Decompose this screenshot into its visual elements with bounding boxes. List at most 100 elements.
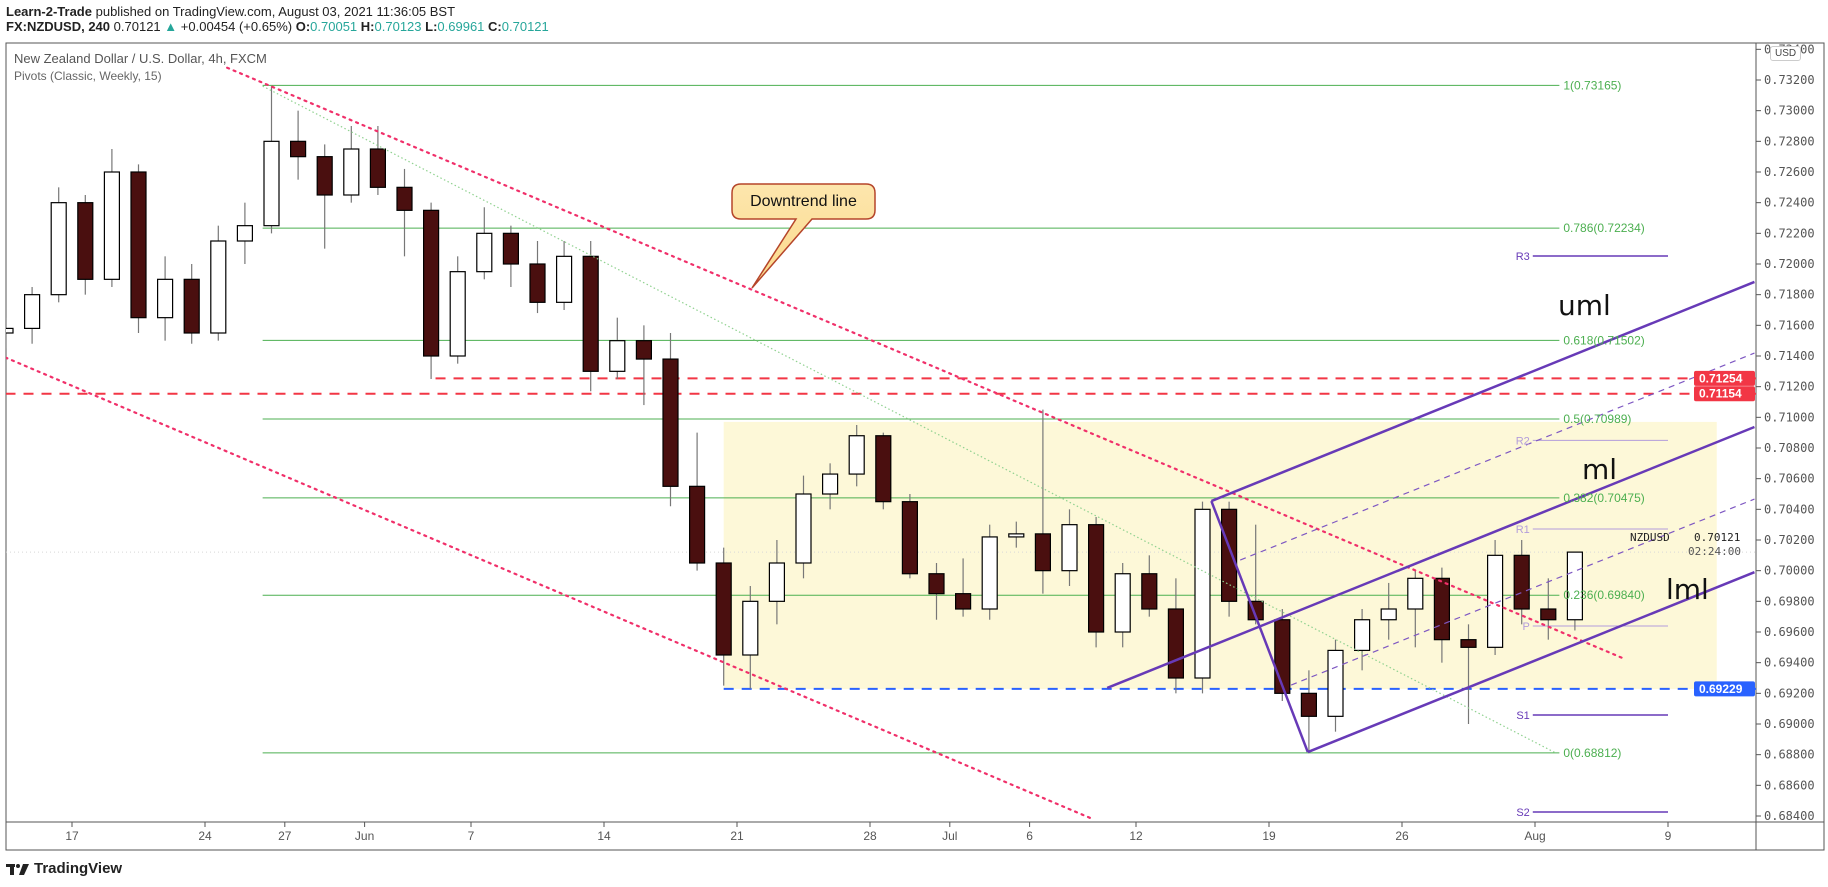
candle[interactable] bbox=[1141, 555, 1158, 617]
candle[interactable] bbox=[715, 547, 732, 686]
candle[interactable] bbox=[1220, 501, 1238, 617]
lml-label[interactable]: lml bbox=[1666, 573, 1709, 606]
candle-body bbox=[369, 148, 386, 188]
candle[interactable] bbox=[502, 225, 519, 287]
candle[interactable] bbox=[50, 187, 67, 303]
candle[interactable] bbox=[1114, 562, 1131, 648]
candle[interactable] bbox=[1407, 570, 1424, 648]
candle[interactable] bbox=[1540, 578, 1557, 640]
candle[interactable] bbox=[901, 493, 919, 579]
candle[interactable] bbox=[449, 256, 466, 364]
symbol-info-bar: FX:NZDUSD, 240 0.70121 ▲ +0.00454 (+0.65… bbox=[6, 19, 549, 34]
price-tick-label: 0.70400 bbox=[1764, 502, 1815, 516]
candle[interactable] bbox=[476, 207, 493, 280]
price-tick-label: 0.68600 bbox=[1764, 778, 1815, 792]
currency-badge[interactable]: USD bbox=[1770, 46, 1802, 61]
candle[interactable] bbox=[236, 202, 253, 264]
callout-text[interactable]: Downtrend line bbox=[750, 193, 857, 210]
candle[interactable] bbox=[848, 424, 865, 487]
time-tick-label: 12 bbox=[1129, 829, 1143, 843]
callout-bubble[interactable] bbox=[731, 183, 876, 289]
candle[interactable] bbox=[609, 317, 626, 379]
lml-line[interactable] bbox=[1307, 571, 1755, 754]
time-tick-label: 9 bbox=[1665, 829, 1672, 843]
candle[interactable] bbox=[263, 86, 280, 234]
uml-line[interactable] bbox=[1210, 280, 1755, 503]
candle[interactable] bbox=[555, 240, 573, 310]
candle[interactable] bbox=[290, 110, 307, 180]
candle[interactable] bbox=[1194, 501, 1211, 694]
candle-body bbox=[901, 501, 919, 575]
plot-area[interactable] bbox=[0, 66, 1756, 821]
candle[interactable] bbox=[1353, 608, 1371, 671]
time-axis[interactable]: 17 24 27 Jun 7 14 21 28 Jul 6 12 19 26 Aug 9 bbox=[65, 822, 1672, 843]
candle-body bbox=[928, 573, 945, 595]
candle[interactable] bbox=[1061, 509, 1078, 586]
candle[interactable] bbox=[24, 286, 41, 344]
candle[interactable] bbox=[635, 325, 653, 406]
upper-warning-line[interactable] bbox=[1239, 352, 1755, 561]
candle[interactable] bbox=[662, 332, 679, 507]
candle[interactable] bbox=[795, 475, 812, 579]
candle[interactable] bbox=[130, 164, 147, 333]
candle-body bbox=[635, 340, 653, 360]
candle[interactable] bbox=[1008, 521, 1025, 548]
candle[interactable] bbox=[1433, 567, 1451, 663]
candle[interactable] bbox=[742, 585, 759, 689]
candle[interactable] bbox=[423, 202, 440, 379]
candle[interactable] bbox=[821, 463, 839, 510]
candle[interactable] bbox=[1486, 539, 1504, 655]
candle[interactable] bbox=[875, 432, 892, 510]
symbol-interval[interactable]: FX:NZDUSD, 240 bbox=[6, 19, 111, 34]
candle[interactable] bbox=[981, 524, 998, 620]
candle[interactable] bbox=[0, 317, 14, 349]
price-tag-label: 0.71254 bbox=[1699, 371, 1743, 385]
price-axis[interactable]: 0.734000.732000.730000.728000.726000.724… bbox=[1756, 42, 1815, 823]
candle-body bbox=[609, 340, 626, 372]
candle[interactable] bbox=[343, 125, 360, 203]
price-tick-label: 0.71800 bbox=[1764, 288, 1815, 302]
candle[interactable] bbox=[688, 432, 706, 571]
candle[interactable] bbox=[183, 263, 200, 344]
publisher-name[interactable]: Learn-2-Trade bbox=[6, 4, 92, 19]
fib-level-label: 1(0.73165) bbox=[1563, 78, 1621, 92]
lower-channel-line[interactable] bbox=[6, 356, 1094, 821]
candle[interactable] bbox=[210, 225, 227, 341]
tradingview-logo[interactable]: TradingView bbox=[6, 860, 122, 877]
candle[interactable] bbox=[316, 144, 333, 249]
uml-label[interactable]: uml bbox=[1558, 289, 1611, 322]
price-tag bbox=[1694, 681, 1755, 697]
indicator-legend[interactable]: Pivots (Classic, Weekly, 15) bbox=[14, 69, 162, 83]
fib-diagonal-line[interactable] bbox=[262, 85, 1557, 754]
candle[interactable] bbox=[1300, 670, 1318, 754]
candle-body bbox=[423, 209, 440, 357]
ml-label[interactable]: ml bbox=[1582, 453, 1618, 486]
candle[interactable] bbox=[1087, 516, 1105, 648]
logo-text: TradingView bbox=[34, 860, 123, 877]
candle[interactable] bbox=[77, 194, 94, 295]
candle-body bbox=[316, 156, 333, 196]
candle[interactable] bbox=[768, 539, 786, 625]
candle[interactable] bbox=[1513, 539, 1530, 625]
candle[interactable] bbox=[396, 168, 413, 257]
candle[interactable] bbox=[1327, 639, 1344, 732]
chart-title[interactable]: New Zealand Dollar / U.S. Dollar, 4h, FX… bbox=[14, 51, 267, 66]
published-text: published on TradingView.com, August 03,… bbox=[95, 4, 456, 19]
candle[interactable] bbox=[529, 240, 546, 314]
candle[interactable] bbox=[954, 558, 972, 617]
ml-line[interactable] bbox=[1106, 425, 1755, 690]
candle[interactable] bbox=[582, 240, 599, 392]
candle-body bbox=[821, 473, 839, 495]
price-tick-label: 0.69000 bbox=[1764, 717, 1815, 731]
open-value: 0.70051 bbox=[310, 19, 358, 34]
candle[interactable] bbox=[103, 148, 121, 287]
downtrend-line[interactable] bbox=[226, 66, 1624, 660]
candle-body bbox=[1220, 508, 1238, 602]
candle[interactable] bbox=[928, 562, 945, 620]
candle[interactable] bbox=[369, 125, 386, 195]
candle[interactable] bbox=[157, 256, 174, 341]
candle[interactable] bbox=[1380, 582, 1397, 640]
candle[interactable] bbox=[1034, 409, 1052, 594]
pivot-label-r1: R1 bbox=[1516, 524, 1530, 536]
